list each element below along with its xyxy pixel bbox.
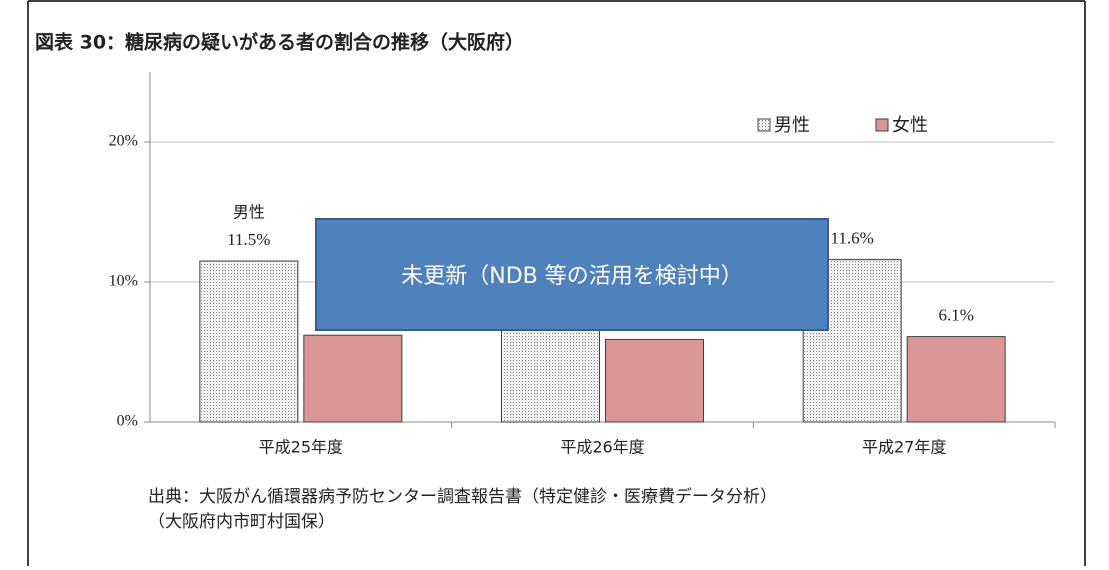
x-tick-label: 平成26年度 [560,438,644,457]
legend-label: 女性 [892,115,928,136]
data-label-series-name: 男性 [233,203,265,222]
x-tick-label: 平成27年度 [862,438,946,457]
legend-swatch [757,118,771,132]
legend-label: 男性 [774,115,810,136]
annotation-box [315,218,829,331]
source-note: 出典：大阪がん循環器病予防センター調査報告書（特定健診・医療費データ分析） [148,486,777,507]
bar [605,338,704,423]
bar [199,260,299,423]
data-label: 11.5% [227,230,270,249]
x-tick-label: 平成25年度 [259,438,343,457]
y-tick-label: 20% [109,133,138,150]
bar [303,334,403,423]
data-label: 6.1% [938,306,973,325]
chart-title: 図表 30：糖尿病の疑いがある者の割合の推移（大阪府） [35,31,524,54]
source-note: （大阪府内市町村国保） [148,512,335,532]
bar [906,336,1006,423]
annotation: 未更新（NDB 等の活用を検討中） [401,264,742,289]
legend-swatch [875,118,889,132]
data-label: 11.6% [831,229,874,248]
y-tick-label: 0% [117,413,138,430]
y-tick-label: 10% [109,273,138,290]
